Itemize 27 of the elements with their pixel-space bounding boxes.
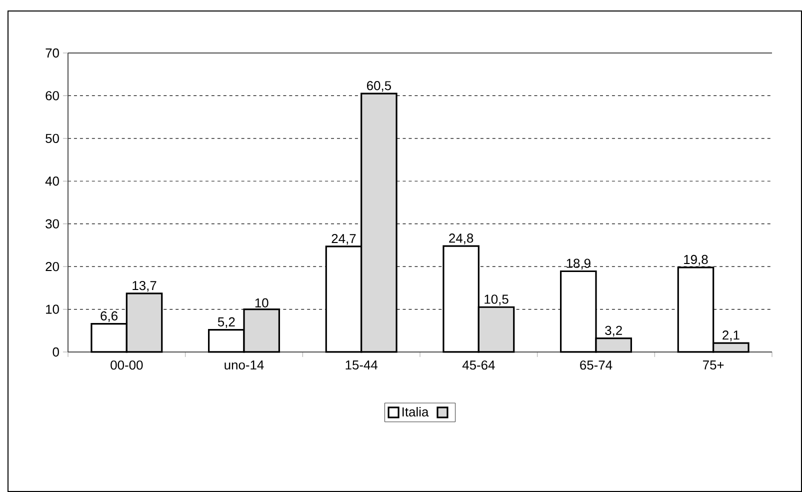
data-label: 18,9	[566, 258, 590, 270]
data-label: 24,7	[332, 234, 356, 245]
data-label: 24,8	[449, 234, 474, 244]
data-label: 3,2	[605, 326, 622, 337]
x-tick-label: 00-00	[110, 360, 143, 370]
x-tick-label: 15-44	[346, 360, 378, 370]
y-tick-label: 20	[46, 262, 59, 272]
data-label: 10,5	[484, 294, 508, 306]
data-label: 10	[255, 298, 268, 308]
data-label: 19,8	[684, 254, 708, 266]
y-tick-label: 50	[46, 134, 59, 143]
data-label: 60,5	[366, 81, 391, 92]
x-tick-label: uno-14	[224, 360, 264, 370]
data-label: 2,1	[722, 330, 740, 342]
y-tick-label: 30	[46, 219, 59, 228]
data-label: 13,7	[132, 280, 156, 292]
legend-label: Italia	[402, 406, 429, 417]
data-label: 6,6	[100, 311, 118, 322]
y-tick-label: 0	[52, 347, 59, 357]
y-tick-label: 60	[46, 91, 59, 100]
y-tick-label: 10	[46, 304, 59, 314]
y-tick-label: 40	[45, 176, 59, 186]
x-tick-label: 65-74	[580, 360, 612, 370]
x-tick-label: 75+	[703, 360, 724, 370]
data-label: 5,2	[218, 317, 235, 328]
y-tick-label: 70	[46, 48, 59, 58]
x-tick-label: 45-64	[462, 360, 495, 370]
